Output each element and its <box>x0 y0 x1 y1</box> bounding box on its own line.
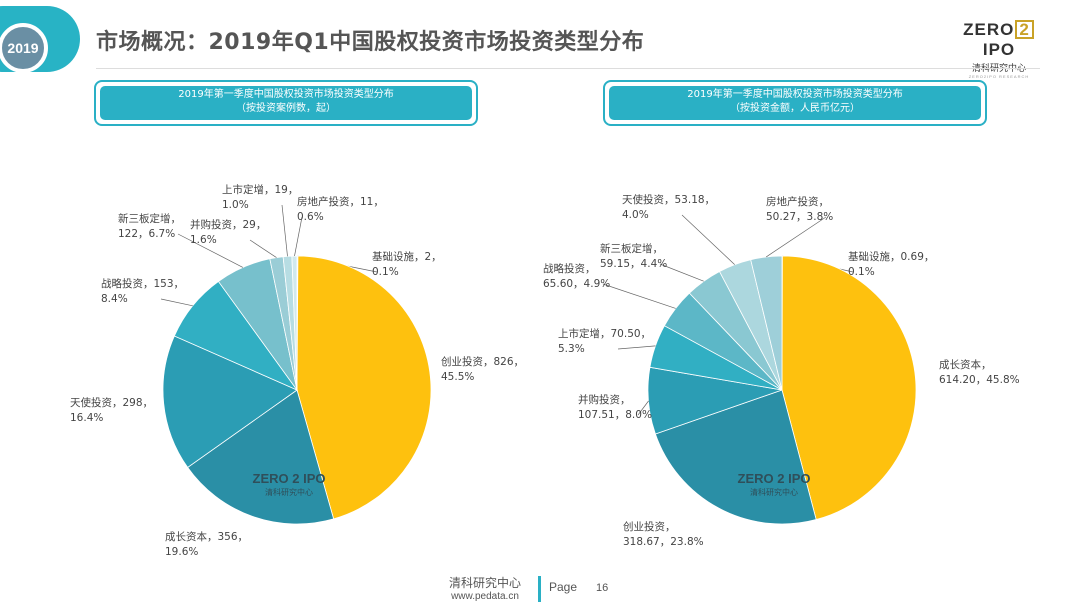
watermark-subtitle: 清科研究中心 <box>265 487 313 497</box>
pie-slice-2 <box>654 389 817 525</box>
logo-tagline: ZERO2IPO RESEARCH <box>968 74 1030 79</box>
chart-title-line1: 2019年第一季度中国股权投资市场投资类型分布 <box>178 89 394 100</box>
slice-label: 新三板定增， 59.15，4.4% <box>600 242 667 272</box>
watermark-logo: ZERO 2 IPO <box>738 471 811 486</box>
leader-line <box>617 345 656 350</box>
slice-label: 创业投资，826， 45.5% <box>441 355 524 385</box>
leader-line <box>637 400 649 416</box>
leader-line <box>177 233 244 268</box>
slice-label-line2: 45.5% <box>441 371 475 383</box>
slice-label-line1: 成长资本， <box>939 359 992 371</box>
slice-label-line2: 0.1% <box>848 266 875 278</box>
slice-label: 战略投资， 65.60，4.9% <box>543 262 610 292</box>
footer-org: 清科研究中心 www.pedata.cn <box>440 574 530 602</box>
page-title: 市场概况：2019年Q1中国股权投资市场投资类型分布 <box>96 30 645 55</box>
slice-label-line2: 0.6% <box>297 211 324 223</box>
slice-label-line1: 并购投资， <box>578 394 631 406</box>
slice-label-line2: 59.15，4.4% <box>600 258 668 270</box>
leader-line <box>602 283 676 309</box>
logo-text-right: IPO <box>982 40 1016 59</box>
slice-label-line2: 16.4% <box>70 412 104 424</box>
slice-label-line1: 房地产投资， <box>766 196 829 208</box>
slice-label-line1: 新三板定增， <box>600 243 663 255</box>
slice-label-line1: 天使投资，298， <box>70 397 154 409</box>
chart-title-line1: 2019年第一季度中国股权投资市场投资类型分布 <box>687 89 903 100</box>
slice-label-line1: 成长资本，356， <box>165 531 249 543</box>
slice-label: 上市定增，19， 1.0% <box>222 183 298 213</box>
logo-box: 2 <box>1015 20 1034 39</box>
footer-url[interactable]: www.pedata.cn <box>451 591 519 602</box>
footer-divider <box>538 576 541 602</box>
pie-slice-3 <box>162 335 298 468</box>
slice-label-line2: 107.51，8.0% <box>578 409 652 421</box>
watermark-logo: ZERO 2 IPO <box>253 471 326 486</box>
slice-label-line1: 创业投资， <box>623 521 676 533</box>
slice-label-line1: 并购投资，29， <box>190 219 267 231</box>
slice-label: 新三板定增， 122，6.7% <box>118 212 181 242</box>
header-divider <box>96 68 1040 69</box>
year-label: 2019 <box>0 23 48 73</box>
footer-page-label: Page <box>549 580 578 594</box>
slice-label: 成长资本，356， 19.6% <box>165 530 248 560</box>
pie-slice-2 <box>187 389 335 525</box>
leader-line <box>160 298 193 307</box>
footer-page-number: 16 <box>596 582 609 594</box>
leader-line <box>659 263 704 282</box>
slice-label: 基础设施，0.69， 0.1% <box>848 250 934 280</box>
slice-label: 基础设施，2， 0.1% <box>372 250 442 280</box>
slice-label-line2: 65.60，4.9% <box>543 278 611 290</box>
slice-label-line1: 房地产投资，11， <box>297 196 384 208</box>
zero2ipo-logo: ZERO 2IPO 清科研究中心 ZERO2IPO RESEARCH <box>954 20 1044 79</box>
pie-slice-1 <box>296 255 432 520</box>
pie-slice-1 <box>781 255 917 521</box>
slice-label: 并购投资， 107.51，8.0% <box>578 393 652 423</box>
year-badge: 2019 <box>0 6 80 73</box>
slice-label: 房地产投资， 50.27，3.8% <box>766 195 833 225</box>
chart-title-line2: （按投资案例数，起） <box>236 103 336 114</box>
footer-org-name: 清科研究中心 <box>448 576 521 590</box>
slice-label-line2: 0.1% <box>372 266 399 278</box>
slice-label-line2: 1.0% <box>222 199 249 211</box>
slice-label-line2: 122，6.7% <box>118 228 176 240</box>
leader-line <box>294 216 303 257</box>
chart-title-box-right: 2019年第一季度中国股权投资市场投资类型分布 （按投资金额，人民币亿元） <box>603 80 987 126</box>
slice-label-line1: 基础设施，0.69， <box>848 251 935 263</box>
slice-label: 战略投资，153， 8.4% <box>101 277 184 307</box>
slice-label: 房地产投资，11， 0.6% <box>297 195 384 225</box>
leader-line <box>281 204 288 257</box>
slice-label-line2: 318.67，23.8% <box>623 536 704 548</box>
leader-line <box>249 239 277 258</box>
slice-label-line2: 50.27，3.8% <box>766 211 834 223</box>
chart-title-box-left: 2019年第一季度中国股权投资市场投资类型分布 （按投资案例数，起） <box>94 80 478 126</box>
pie-slice-8 <box>291 255 298 391</box>
watermark-subtitle: 清科研究中心 <box>750 487 798 497</box>
slice-label-line1: 基础设施，2， <box>372 251 442 263</box>
slice-label-line2: 8.4% <box>101 293 128 305</box>
slice-label: 天使投资，298， 16.4% <box>70 396 153 426</box>
slice-label-line1: 天使投资，53.18， <box>622 194 716 206</box>
slice-label: 并购投资，29， 1.6% <box>190 218 266 248</box>
slice-label-line2: 614.20，45.8% <box>939 374 1020 386</box>
slice-label-line1: 新三板定增， <box>118 213 181 225</box>
logo-text-left: ZERO <box>963 20 1015 39</box>
slice-label: 天使投资，53.18， 4.0% <box>622 193 715 223</box>
slice-label: 成长资本， 614.20，45.8% <box>939 358 1020 388</box>
slice-label-line2: 4.0% <box>622 209 649 221</box>
chart-title-line2: （按投资金额，人民币亿元） <box>730 103 860 114</box>
leader-line <box>766 216 827 258</box>
slice-label: 上市定增，70.50， 5.3% <box>558 327 651 357</box>
slice-label-line1: 战略投资，153， <box>101 278 185 290</box>
slice-label-line2: 5.3% <box>558 343 585 355</box>
slice-label-line1: 战略投资， <box>543 263 596 275</box>
slice-label-line1: 上市定增，19， <box>222 184 299 196</box>
leader-line <box>681 214 735 265</box>
slice-label-line2: 19.6% <box>165 546 199 558</box>
slice-label: 创业投资， 318.67，23.8% <box>623 520 704 550</box>
slice-label-line1: 上市定增，70.50， <box>558 328 652 340</box>
slice-label-line1: 创业投资，826， <box>441 356 525 368</box>
slice-label-line2: 1.6% <box>190 234 217 246</box>
